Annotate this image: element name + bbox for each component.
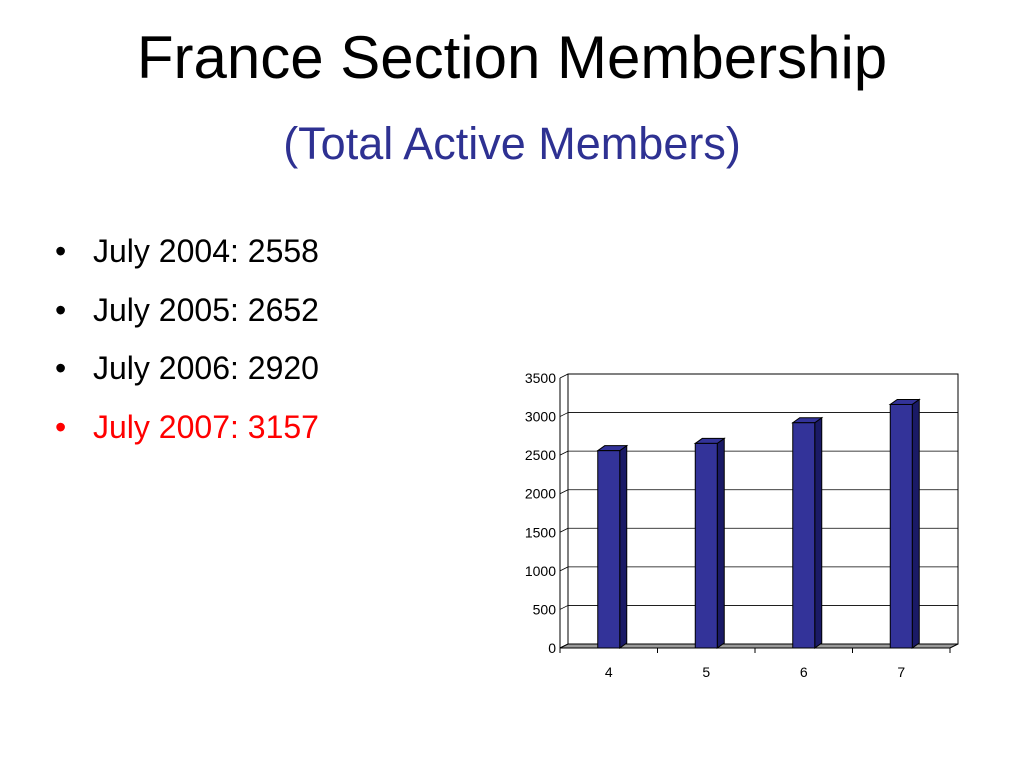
bar bbox=[597, 450, 621, 649]
membership-bullet-list: • July 2004: 2558 • July 2005: 2652 • Ju… bbox=[55, 222, 319, 456]
bullet-icon: • bbox=[55, 233, 67, 269]
bullet-text: July 2006: 2920 bbox=[93, 350, 319, 386]
bar-side-face bbox=[814, 416, 823, 649]
y-tick-label: 0 bbox=[548, 640, 556, 656]
y-tick-label: 1000 bbox=[525, 563, 556, 579]
bar-side-face bbox=[911, 398, 920, 649]
bullet-item-2004: • July 2004: 2558 bbox=[55, 222, 319, 281]
slide-title: France Section Membership bbox=[136, 24, 888, 91]
bullet-icon: • bbox=[55, 350, 67, 386]
x-tick-label: 5 bbox=[702, 664, 710, 680]
x-tick-label: 7 bbox=[897, 664, 905, 680]
bullet-icon: • bbox=[55, 291, 67, 328]
bar-side-face bbox=[716, 437, 725, 649]
y-tick-label: 2500 bbox=[525, 447, 556, 463]
x-tick-label: 6 bbox=[800, 664, 808, 680]
bullet-text: July 2005: 2652 bbox=[93, 291, 319, 328]
membership-bar-chart: 0 500 1000 1500 2000 2500 3000 3500 4 5 6 7 bbox=[525, 370, 959, 680]
bar bbox=[792, 422, 816, 649]
gridline-depth bbox=[559, 605, 569, 610]
membership-chart: 0 500 1000 1500 2000 2500 3000 3500 4 5 6 7 bbox=[490, 360, 970, 690]
gridline-depth bbox=[559, 489, 569, 495]
bar bbox=[694, 442, 718, 649]
y-tick-label: 500 bbox=[533, 601, 557, 617]
x-tick-label: 4 bbox=[605, 664, 613, 680]
gridline-depth bbox=[559, 450, 569, 456]
bar bbox=[889, 403, 913, 649]
y-tick-label: 3500 bbox=[525, 370, 556, 386]
bullet-icon: • bbox=[55, 408, 67, 445]
bar-side-face bbox=[619, 444, 628, 649]
bullet-item-2007: • July 2007: 3157 bbox=[55, 398, 319, 457]
y-tick-label: 2000 bbox=[525, 486, 556, 502]
bullet-item-2006: • July 2006: 2920 bbox=[55, 339, 319, 398]
gridline-depth bbox=[559, 566, 569, 572]
bullet-text: July 2004: 2558 bbox=[93, 233, 319, 269]
bullet-item-2005: • July 2005: 2652 bbox=[55, 281, 319, 340]
y-tick-label: 1500 bbox=[525, 524, 556, 540]
gridline-depth bbox=[559, 412, 569, 417]
slide-subtitle: (Total Active Members) bbox=[283, 118, 741, 169]
y-tick-label: 3000 bbox=[525, 409, 556, 425]
gridline-depth bbox=[559, 373, 569, 379]
bullet-text: July 2007: 3157 bbox=[93, 408, 319, 445]
gridline-depth bbox=[559, 527, 569, 533]
